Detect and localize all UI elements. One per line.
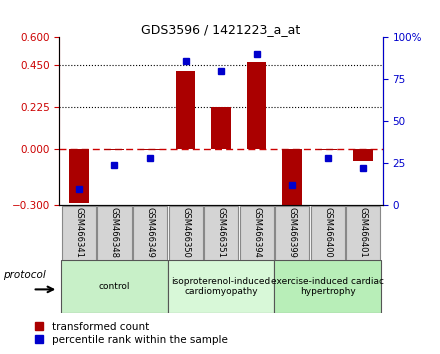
- Text: GSM466394: GSM466394: [252, 207, 261, 258]
- Title: GDS3596 / 1421223_a_at: GDS3596 / 1421223_a_at: [142, 23, 301, 36]
- FancyBboxPatch shape: [97, 206, 132, 259]
- Text: protocol: protocol: [3, 270, 46, 280]
- FancyBboxPatch shape: [311, 206, 345, 259]
- Bar: [69, 149, 89, 202]
- Legend: transformed count, percentile rank within the sample: transformed count, percentile rank withi…: [35, 322, 228, 345]
- Text: control: control: [99, 282, 130, 291]
- Bar: [353, 149, 373, 161]
- Bar: [211, 107, 231, 149]
- FancyBboxPatch shape: [346, 206, 380, 259]
- Text: exercise-induced cardiac
hypertrophy: exercise-induced cardiac hypertrophy: [271, 277, 384, 296]
- Bar: [318, 149, 337, 150]
- Text: GSM466348: GSM466348: [110, 207, 119, 258]
- Text: GSM466351: GSM466351: [216, 207, 226, 258]
- Text: GSM466341: GSM466341: [74, 207, 84, 258]
- Text: GSM466349: GSM466349: [146, 207, 154, 258]
- Bar: [105, 149, 124, 150]
- Bar: [282, 149, 302, 207]
- FancyBboxPatch shape: [62, 206, 96, 259]
- FancyBboxPatch shape: [275, 260, 381, 313]
- FancyBboxPatch shape: [133, 206, 167, 259]
- Bar: [247, 62, 266, 149]
- FancyBboxPatch shape: [169, 206, 202, 259]
- FancyBboxPatch shape: [275, 206, 309, 259]
- Text: GSM466401: GSM466401: [359, 207, 368, 258]
- Text: GSM466350: GSM466350: [181, 207, 190, 258]
- Text: isoproterenol-induced
cardiomyopathy: isoproterenol-induced cardiomyopathy: [172, 277, 271, 296]
- FancyBboxPatch shape: [204, 206, 238, 259]
- Text: GSM466399: GSM466399: [288, 207, 297, 258]
- FancyBboxPatch shape: [168, 260, 275, 313]
- FancyBboxPatch shape: [61, 260, 168, 313]
- Bar: [176, 71, 195, 149]
- Bar: [140, 149, 160, 150]
- Text: GSM466400: GSM466400: [323, 207, 332, 258]
- FancyBboxPatch shape: [239, 206, 274, 259]
